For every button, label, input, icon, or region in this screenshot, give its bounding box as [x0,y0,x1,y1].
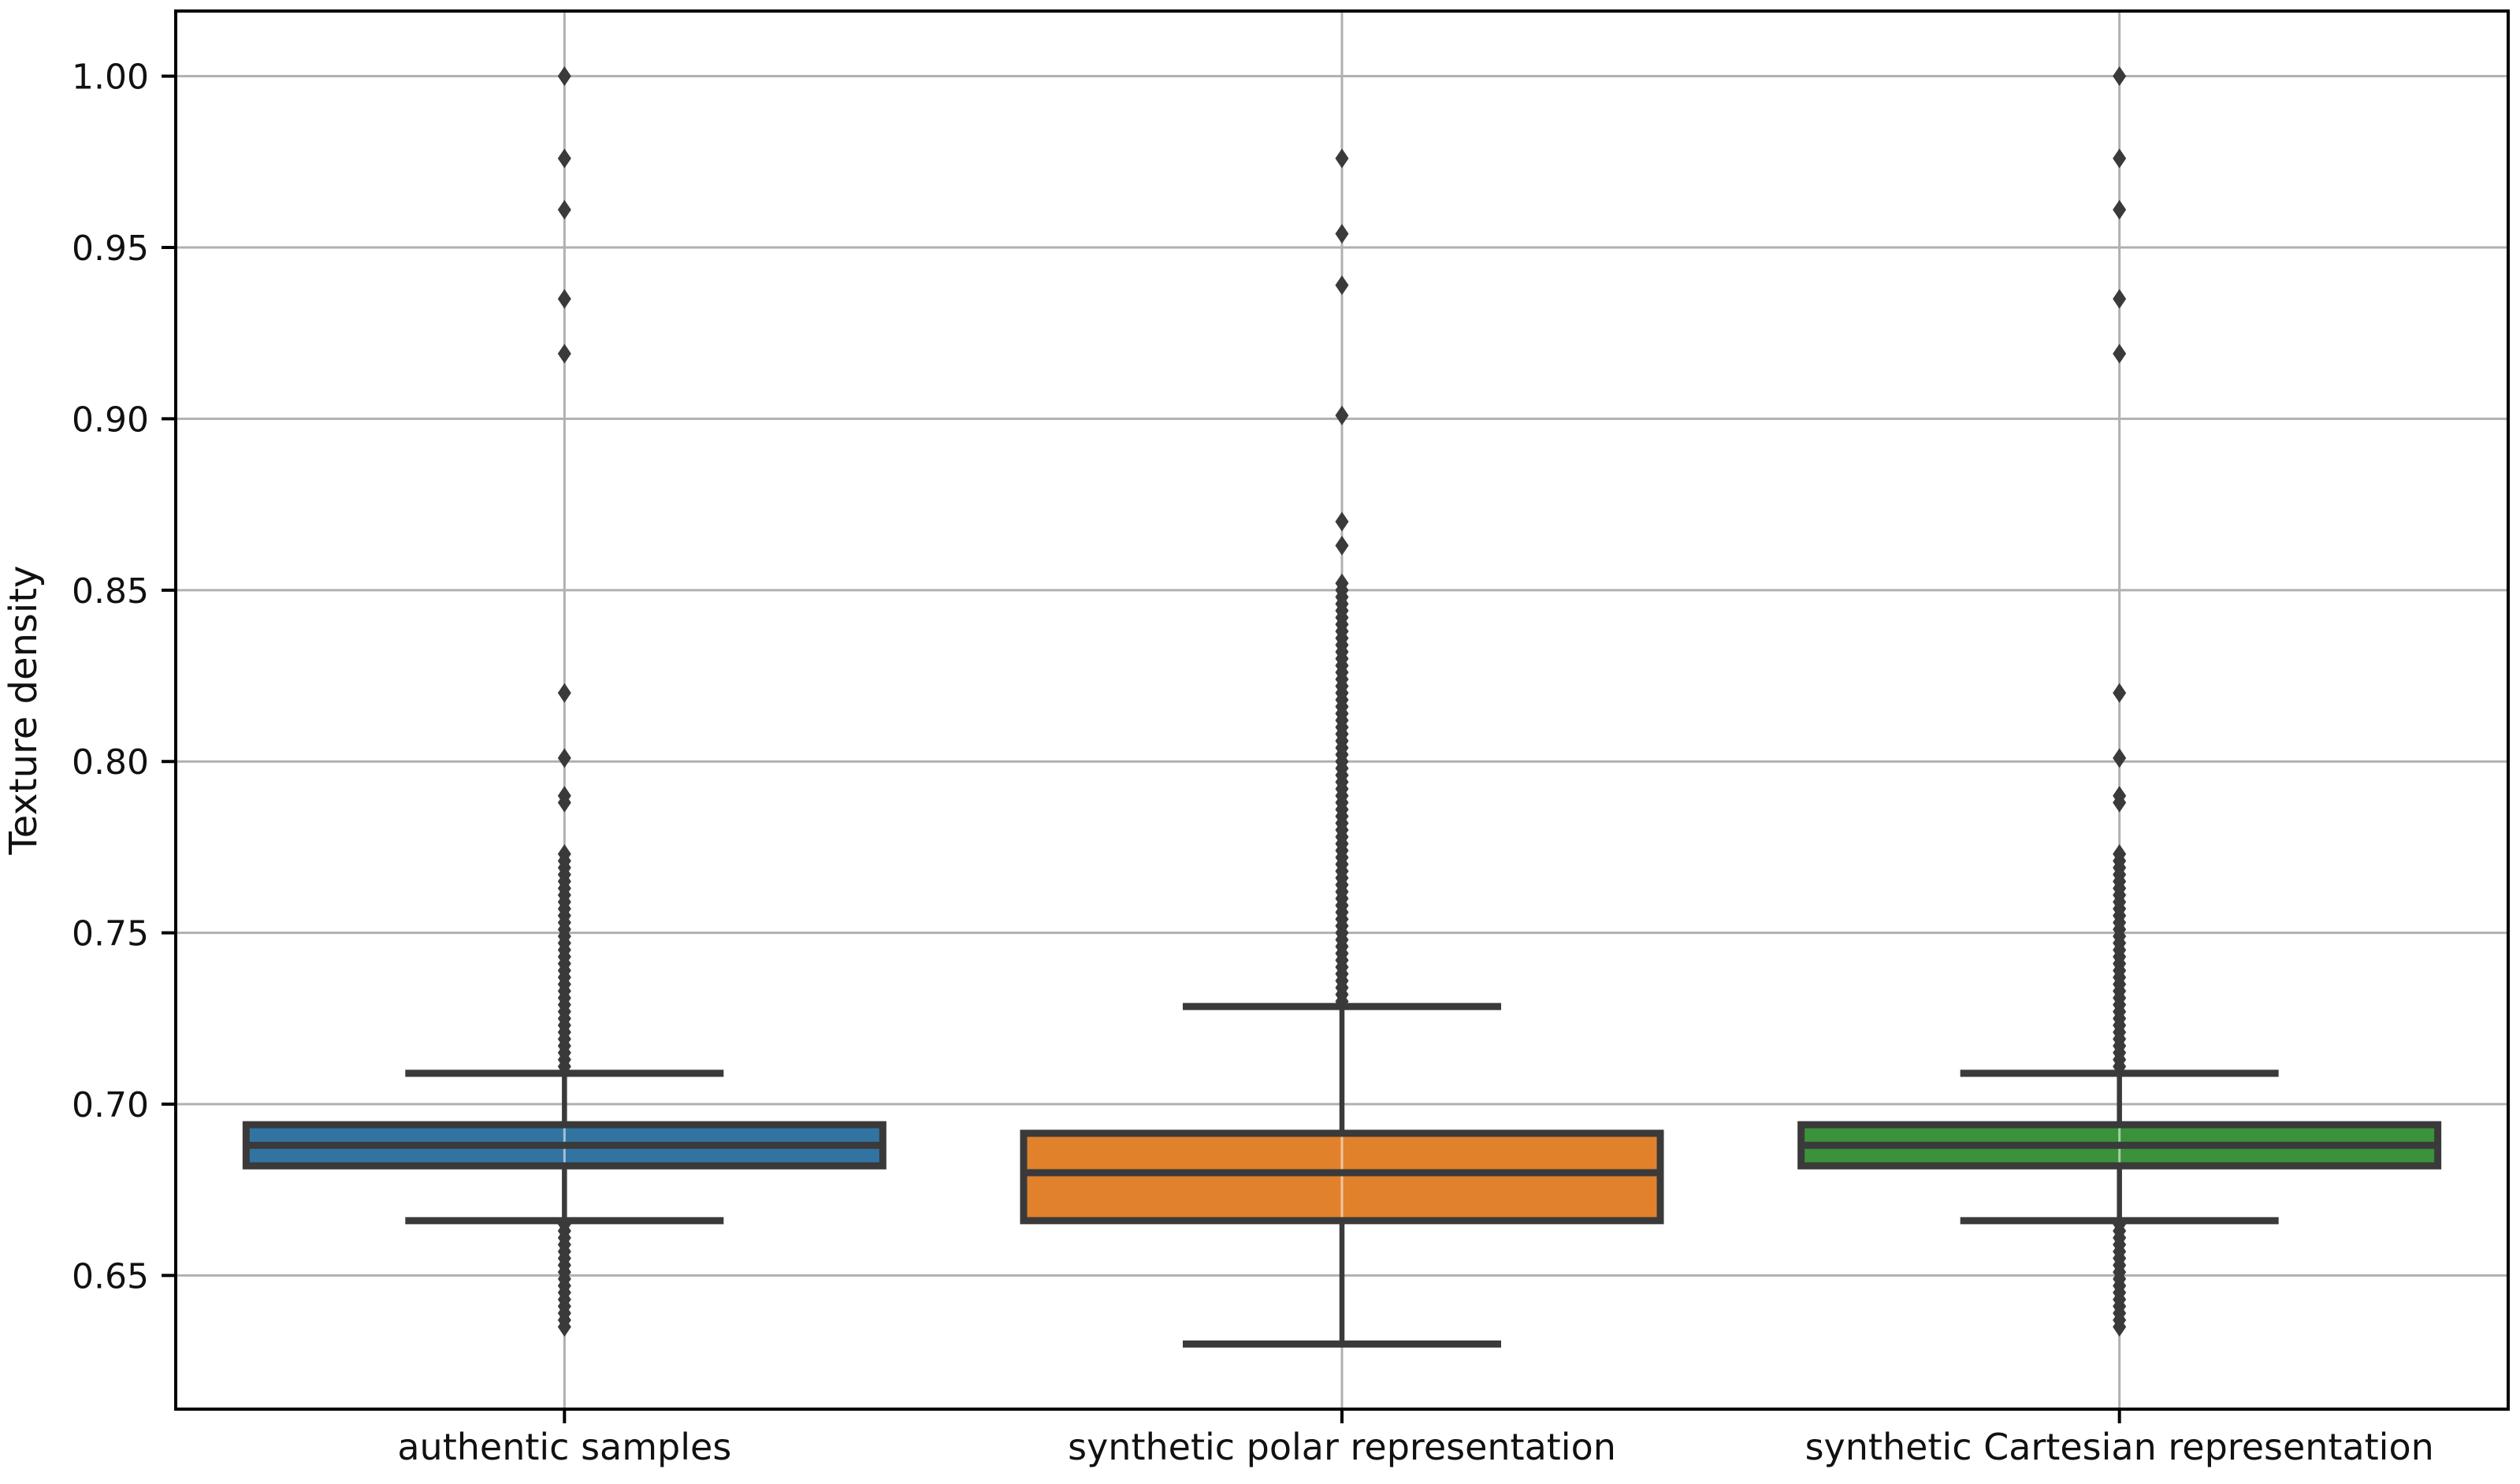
outlier-diamond [2113,148,2127,169]
outlier-diamond [557,682,571,703]
axis-tick-labels: 0.65 0.70 0.75 0.80 0.85 0.90 0.95 1.00 authenti… [72,58,2434,1468]
y-tick-label: 0.75 [72,914,149,954]
outlier-diamond [1335,275,1349,296]
y-tick-label: 1.00 [72,58,149,98]
outliers-group [1335,148,1349,1012]
outlier-diamond [1335,511,1349,532]
y-tick-label: 0.65 [72,1256,149,1296]
box-outline [1020,1129,1664,1225]
outlier-diamond [557,199,571,220]
outlier-diamond [557,844,571,865]
outlier-diamond [2113,288,2127,309]
box-group [1797,1069,2442,1225]
outlier-markers-layer [557,66,2127,1337]
y-tick-label: 0.95 [72,229,149,269]
outlier-diamond [557,748,571,768]
box-group [242,1069,886,1225]
outlier-diamond [557,344,571,364]
outliers-group [2113,66,2127,1337]
outlier-diamond [2113,748,2127,768]
x-category-label: authentic samples [397,1426,731,1468]
outlier-diamond [2113,844,2127,865]
axis-tick-marks [162,74,2121,1423]
y-tick-label: 0.90 [72,400,149,440]
outlier-diamond [2113,66,2127,87]
outlier-diamond [2113,199,2127,220]
box-group [1020,1002,1664,1348]
outlier-diamond [1335,535,1349,556]
y-axis-label: Texture density [2,566,46,856]
outlier-diamond [1335,224,1349,244]
y-tick-label: 0.85 [72,571,149,612]
outlier-diamond [2113,786,2127,806]
outlier-diamond [1335,573,1349,593]
y-tick-label: 0.70 [72,1085,149,1125]
outlier-diamond [557,148,571,169]
outlier-diamond [557,66,571,87]
box-strokes-layer [242,1002,2442,1348]
outlier-diamond [2113,1214,2127,1234]
outlier-diamond [2113,344,2127,364]
outlier-diamond [1335,405,1349,426]
x-category-label: synthetic Cartesian representation [1805,1426,2434,1468]
outliers-group [557,66,571,1337]
x-category-label: synthetic polar representation [1068,1426,1616,1468]
outlier-diamond [1335,148,1349,169]
outlier-diamond [557,1214,571,1234]
outlier-diamond [2113,682,2127,703]
outlier-diamond [557,288,571,309]
outlier-diamond [557,786,571,806]
y-tick-label: 0.80 [72,742,149,783]
